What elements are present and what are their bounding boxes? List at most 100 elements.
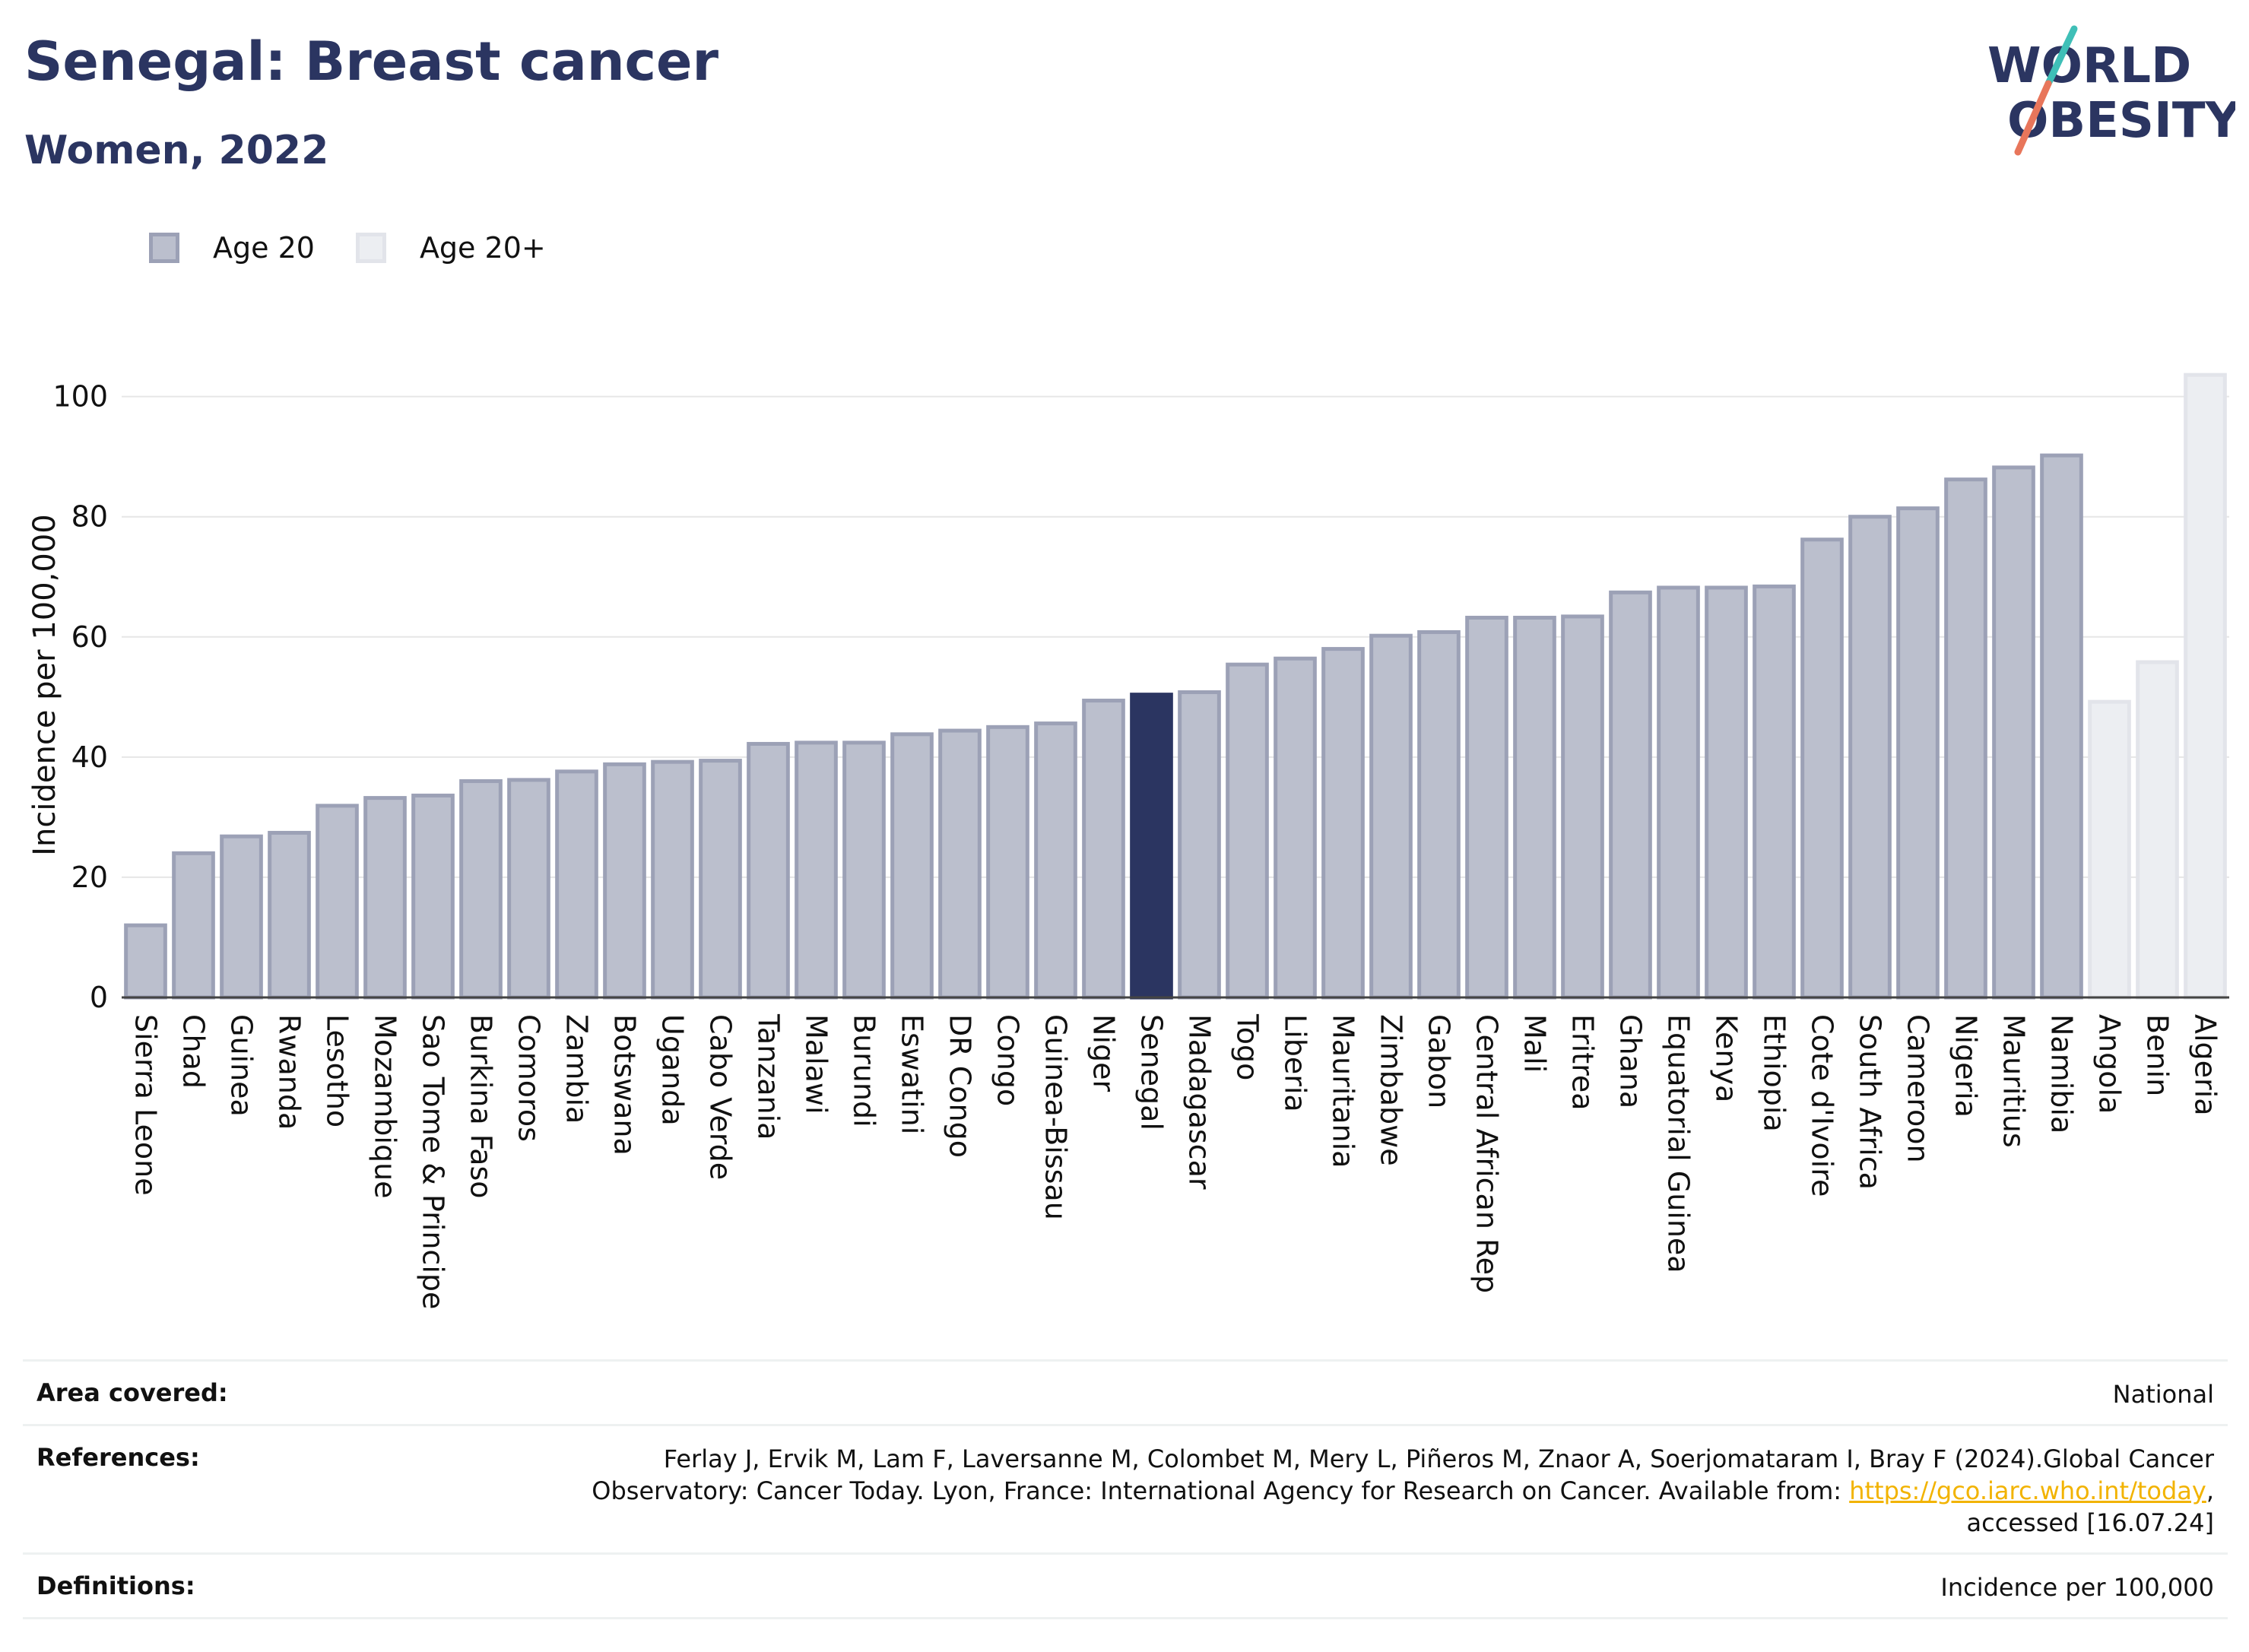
x-tick-label: Mozambique [369,1014,402,1199]
bar-mali [1513,615,1556,1000]
bar-mauritius [1992,465,2035,1000]
references-link[interactable]: https://gco.iarc.who.int/today [1849,1476,2206,1505]
bar-zimbabwe [1369,633,1413,1000]
logo-slash-top [2044,25,2078,87]
x-tick-label: Gabon [1423,1014,1456,1108]
y-axis-title: Incidence per 100,000 [27,514,62,856]
bar-mauritania [1321,647,1365,1000]
bar-angola [2088,699,2131,1000]
legend-item-age20plus[interactable]: Age 20+ [355,231,546,265]
bar-cameroon [1896,506,1940,1000]
bar-malawi [795,740,838,1000]
x-tick-label: Namibia [2045,1014,2079,1134]
logo-line2: OBESITY [2007,93,2235,149]
bar-guinea-bissau [1034,721,1077,1000]
bar-uganda [651,759,694,1000]
references-value: Ferlay J, Ervik M, Lam F, Laversanne M, … [579,1443,2214,1539]
bar-central-african-rep [1465,615,1508,1000]
x-tick-label: Congo [991,1014,1025,1106]
bar-rwanda [268,830,311,1000]
bar-liberia [1274,656,1317,1000]
bar-lesotho [316,804,359,1000]
x-tick-label: Tanzania [752,1013,785,1140]
bar-ethiopia [1753,584,1796,1000]
logo-line1: WORLD [1987,38,2191,94]
legend-swatch-age20 [149,233,179,263]
legend-item-age20[interactable]: Age 20 [149,231,315,265]
chart-title: Senegal: Breast cancer [24,30,719,93]
definitions-label: Definitions: [36,1571,195,1600]
world-obesity-logo: WORLD OBESITY [1987,25,2235,156]
bar-ghana [1609,590,1652,1000]
x-tick-label: Senegal [1135,1014,1169,1130]
bar-sierra-leone [124,923,167,1000]
x-tick-label: Ethiopia [1758,1014,1791,1132]
bar-eritrea [1561,614,1604,1000]
bar-burkina-faso [459,778,503,1000]
x-tick-label: Eritrea [1566,1014,1600,1111]
bar-algeria [2184,373,2227,1000]
bar-zambia [555,769,598,1000]
bar-chart: 0 20 40 60 80 100 Incidence per 100,000 Sierra … [27,373,2229,1309]
references-text: Ferlay J, Ervik M, Lam F, Laversanne M, … [592,1444,2214,1505]
references-row: References: Ferlay J, Ervik M, Lam F, La… [23,1424,2228,1552]
references-label: References: [36,1443,200,1472]
area-covered-row: Area covered: National [23,1359,2228,1424]
x-tick-label: Equatorial Guinea [1662,1014,1695,1273]
bar-congo [986,725,1029,1000]
bar-benin [2136,660,2179,1000]
bar-senegal [1130,693,1173,1000]
bar-equatorial-guinea [1657,585,1700,1000]
x-tick-label: Burkina Faso [465,1014,498,1199]
x-tick-label: Sao Tome & Principe [417,1014,450,1309]
x-tick-label: Ghana [1614,1014,1648,1108]
x-tick-label: Comoros [512,1014,546,1142]
legend-swatch-age20plus [355,233,386,263]
bar-sao-tome-principe [411,793,455,1000]
x-tick-label: Central African Rep [1470,1014,1504,1293]
x-tick-label: Lesotho [321,1014,354,1127]
bar-south-africa [1848,515,1892,1000]
area-covered-label: Area covered: [36,1378,228,1407]
legend-label-age20: Age 20 [213,231,315,265]
bar-tanzania [747,741,790,1000]
x-tick-label: Nigeria [1949,1014,1983,1118]
x-tick-label: Botswana [608,1014,642,1156]
x-tick-label: Chad [177,1014,211,1089]
bar-madagascar [1178,690,1221,1000]
x-tick-label: Rwanda [273,1014,306,1130]
area-covered-value: National [2112,1380,2214,1409]
info-table: Area covered: National References: Ferla… [23,1359,2228,1619]
bar-gabon [1417,629,1461,1000]
x-tick-label: Benin [2141,1014,2174,1096]
legend: Age 20 Age 20+ [149,225,587,271]
bar-namibia [2040,453,2083,1000]
x-tick-label: Madagascar [1183,1014,1216,1190]
definitions-row: Definitions: Incidence per 100,000 [23,1552,2228,1619]
x-tick-label: Mali [1518,1014,1552,1073]
bar-niger [1082,699,1125,1000]
bar-nigeria [1944,477,1987,1000]
x-tick-label: Cabo Verde [704,1014,738,1180]
references-suffix: , accessed [16.07.24] [1966,1476,2214,1537]
x-tick-label: Cameroon [1902,1014,1935,1163]
y-tick-label: 0 [90,981,108,1014]
x-tick-label: Togo [1231,1013,1264,1080]
y-tick-label: 40 [71,740,108,774]
x-tick-label: Guinea-Bissau [1039,1014,1073,1220]
x-tick-label: Liberia [1279,1014,1312,1112]
x-tick-label: Angola [2093,1014,2127,1114]
x-tick-label: Mauritius [1997,1014,2031,1148]
x-tick-label: Zimbabwe [1375,1014,1408,1166]
x-tick-label: Sierra Leone [129,1014,163,1196]
y-tick-label: 100 [52,380,108,414]
bar-kenya [1705,585,1748,1000]
x-tick-label: Cote d'Ivoire [1806,1014,1839,1197]
x-tick-label: DR Congo [944,1014,977,1158]
x-tick-label: Kenya [1710,1014,1743,1102]
x-tick-label: Uganda [656,1014,690,1126]
bar-chad [172,851,215,1000]
x-tick-label: Mauritania [1327,1014,1360,1168]
x-tick-label: Algeria [2189,1014,2222,1116]
definitions-value: Incidence per 100,000 [1940,1573,2214,1602]
